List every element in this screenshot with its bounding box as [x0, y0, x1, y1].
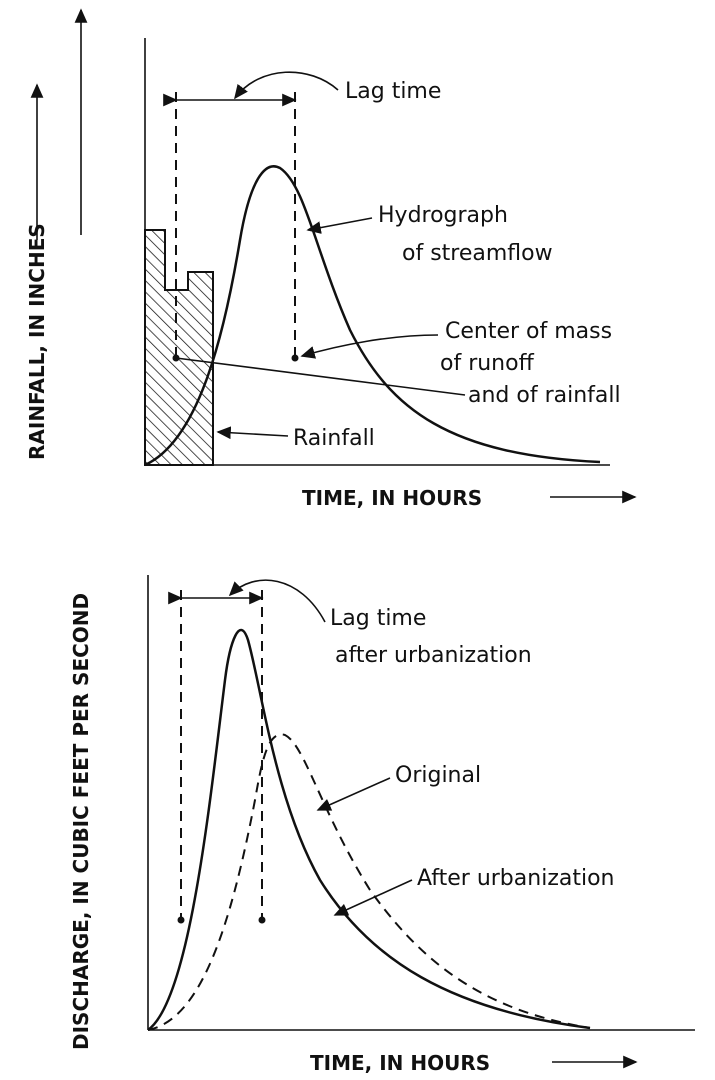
pointer	[300, 334, 439, 359]
hydrograph	[144, 165, 601, 467]
x-label: TIME, IN HOURS	[302, 486, 482, 510]
dot	[177, 916, 185, 924]
y-label-discharge: DISCHARGE, IN CUBIC FEET PER SECOND	[69, 593, 93, 1050]
label: of runoff	[440, 351, 535, 376]
pointer	[216, 426, 289, 440]
label: and of rainfall	[468, 383, 621, 408]
pointer	[228, 579, 326, 623]
pointer	[316, 777, 391, 811]
label: After urbanization	[417, 866, 614, 891]
label: Hydrograph	[378, 203, 508, 228]
label: Rainfall	[293, 426, 375, 451]
dot	[258, 916, 266, 924]
rainfall-bars	[144, 229, 214, 466]
bottom-panel: Lag time after urbanization Original Aft…	[147, 575, 695, 1075]
top-panel: Lag time Hydrograph of streamflow Center…	[144, 38, 637, 510]
label: Lag time	[330, 606, 426, 631]
pointer	[306, 217, 373, 234]
pointer	[333, 879, 413, 916]
x-label: TIME, IN HOURS	[310, 1051, 490, 1075]
label: Lag time	[345, 79, 441, 104]
label: after urbanization	[335, 643, 532, 668]
original-curve	[147, 733, 591, 1031]
label: Original	[395, 763, 481, 788]
pointer	[175, 357, 466, 396]
pointer	[234, 71, 339, 100]
y-label-rainfall: RAINFALL, IN INCHES	[25, 223, 49, 460]
after-urbanization-curve	[147, 628, 591, 1032]
dot	[291, 354, 299, 362]
label: Center of mass	[445, 319, 612, 344]
label: of streamflow	[402, 241, 553, 266]
